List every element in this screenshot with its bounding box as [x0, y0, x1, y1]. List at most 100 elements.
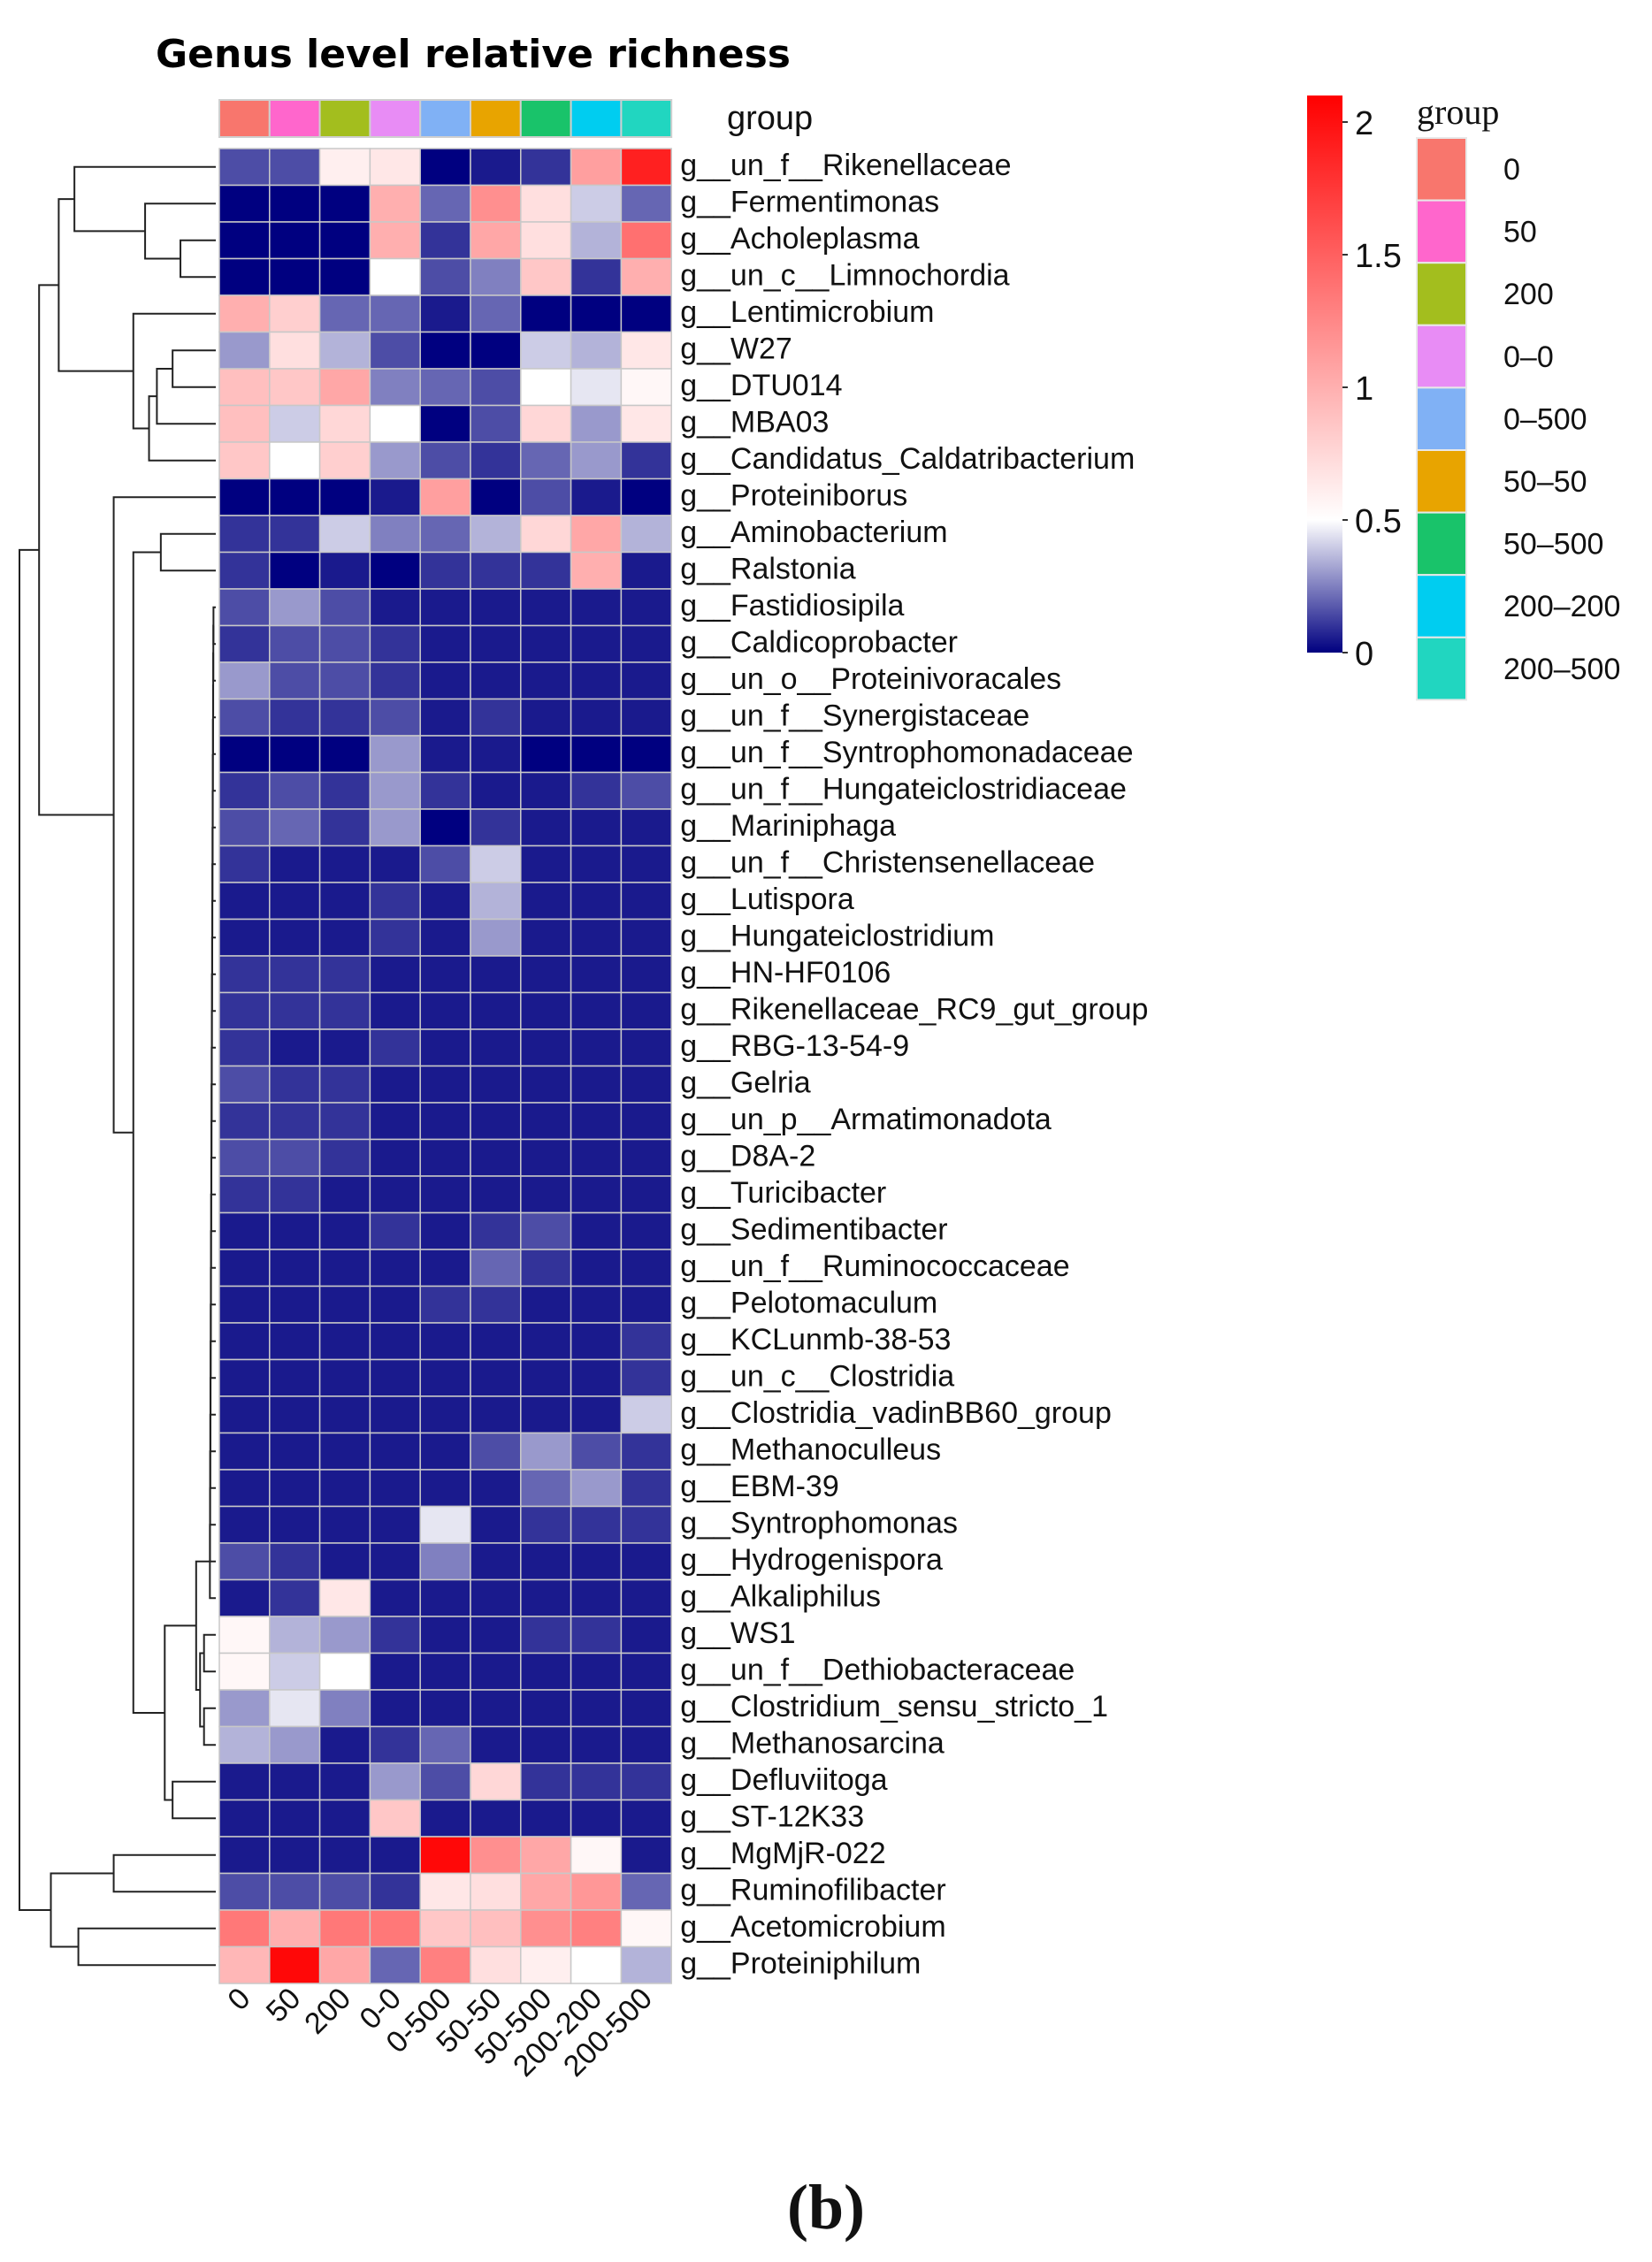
heatmap-cell: [369, 844, 421, 883]
heatmap-cell: [218, 441, 271, 480]
legend-entry: 0: [1503, 153, 1520, 187]
heatmap-cell: [269, 624, 321, 663]
heatmap-cell: [218, 184, 271, 223]
heatmap-cell: [470, 148, 522, 187]
heatmap-cell: [218, 955, 271, 994]
color-scale-tick-label: 1.5: [1355, 238, 1402, 275]
heatmap-cell: [419, 955, 471, 994]
heatmap-cell: [520, 1578, 572, 1617]
heatmap-cell: [318, 661, 371, 700]
row-label: g__D8A-2: [680, 1139, 815, 1173]
heatmap-cell: [570, 1358, 623, 1397]
heatmap-cell: [269, 1652, 321, 1691]
heatmap-cell: [218, 771, 271, 810]
dendrogram-branch: [211, 827, 216, 902]
heatmap-cell: [269, 1505, 321, 1544]
heatmap-cell: [570, 1138, 623, 1177]
heatmap-cell: [419, 882, 471, 921]
heatmap-cell: [520, 808, 572, 847]
heatmap-cell: [620, 294, 672, 333]
heatmap-cell: [520, 294, 572, 333]
heatmap-cell: [318, 1616, 371, 1654]
heatmap-cell: [369, 1762, 421, 1801]
heatmap-cell: [218, 918, 271, 957]
dendrogram-branch: [172, 349, 216, 388]
heatmap-cell: [318, 991, 371, 1030]
heatmap-cell: [419, 1836, 471, 1875]
heatmap-cell: [369, 1945, 421, 1984]
heatmap-cell: [369, 1028, 421, 1067]
legend-title: group: [1417, 92, 1499, 132]
heatmap-cell: [470, 588, 522, 627]
heatmap-cell: [470, 844, 522, 883]
heatmap-cell: [218, 1616, 271, 1654]
heatmap-cell: [318, 1762, 371, 1801]
dendrogram-branch: [50, 1872, 114, 1948]
heatmap-cell: [318, 955, 371, 994]
dendrogram-branch: [148, 395, 216, 462]
heatmap-cell: [470, 331, 522, 370]
heatmap-cell: [419, 1689, 471, 1728]
heatmap-cell: [620, 257, 672, 296]
dendrogram-branch: [132, 551, 165, 1714]
heatmap-cell: [318, 294, 371, 333]
heatmap-cell: [620, 1616, 672, 1654]
row-label: g__ST-12K33: [680, 1800, 864, 1833]
heatmap-cell: [620, 1542, 672, 1581]
heatmap-cell: [318, 1358, 371, 1397]
heatmap-cell: [620, 1689, 672, 1728]
heatmap-cell: [570, 918, 623, 957]
heatmap-cell: [520, 1285, 572, 1324]
heatmap-cell: [419, 1211, 471, 1250]
heatmap-cell: [369, 882, 421, 921]
row-label: g__un_f__Rikenellaceae: [680, 149, 1011, 182]
heatmap-cell: [620, 1725, 672, 1764]
heatmap-cell: [269, 257, 321, 296]
heatmap-cell: [620, 441, 672, 480]
dendrogram-branch: [156, 368, 216, 425]
dendrogram-branch: [159, 532, 216, 572]
row-label: g__Methanosarcina: [680, 1726, 945, 1760]
heatmap-cell: [318, 735, 371, 774]
row-label: g__RBG-13-54-9: [680, 1029, 909, 1063]
annotation-cell-0: [218, 99, 271, 138]
row-label: g__Ralstonia: [680, 552, 856, 585]
heatmap-cell: [520, 1616, 572, 1654]
heatmap-cell: [269, 1836, 321, 1875]
dendrogram-branch: [132, 312, 216, 430]
legend-entry: 200–500: [1503, 653, 1620, 686]
heatmap-cell: [570, 588, 623, 627]
heatmap-cell: [570, 1872, 623, 1911]
color-scale-tick-label: 1: [1355, 371, 1373, 408]
heatmap-cell: [218, 221, 271, 260]
heatmap-cell: [570, 1065, 623, 1104]
heatmap-cell: [620, 1138, 672, 1177]
heatmap-cell: [218, 1211, 271, 1250]
heatmap-cell: [570, 148, 623, 187]
heatmap-cell: [218, 1909, 271, 1948]
row-label: g__un_f__Ruminococcaceae: [680, 1249, 1069, 1283]
heatmap-cell: [620, 991, 672, 1030]
heatmap-cell: [620, 1945, 672, 1984]
heatmap-cell: [369, 661, 421, 700]
heatmap-cell: [218, 1872, 271, 1911]
heatmap-cell: [520, 1762, 572, 1801]
heatmap-cell: [318, 588, 371, 627]
row-label: g__Aminobacterium: [680, 516, 947, 549]
dendrogram-branch: [203, 1633, 216, 1673]
heatmap-cell: [520, 735, 572, 774]
heatmap-cell: [419, 1358, 471, 1397]
heatmap-cell: [620, 368, 672, 407]
heatmap-cell: [369, 1065, 421, 1104]
heatmap-cell: [470, 1432, 522, 1471]
heatmap-cell: [269, 991, 321, 1030]
row-label: g__un_f__Christensenellaceae: [680, 845, 1095, 879]
heatmap-cell: [218, 882, 271, 921]
dendrogram-branch: [57, 198, 134, 372]
heatmap-cell: [318, 1211, 371, 1250]
dendrogram-branch: [112, 1853, 216, 1893]
heatmap-cell: [218, 478, 271, 516]
heatmap-cell: [218, 1945, 271, 1984]
